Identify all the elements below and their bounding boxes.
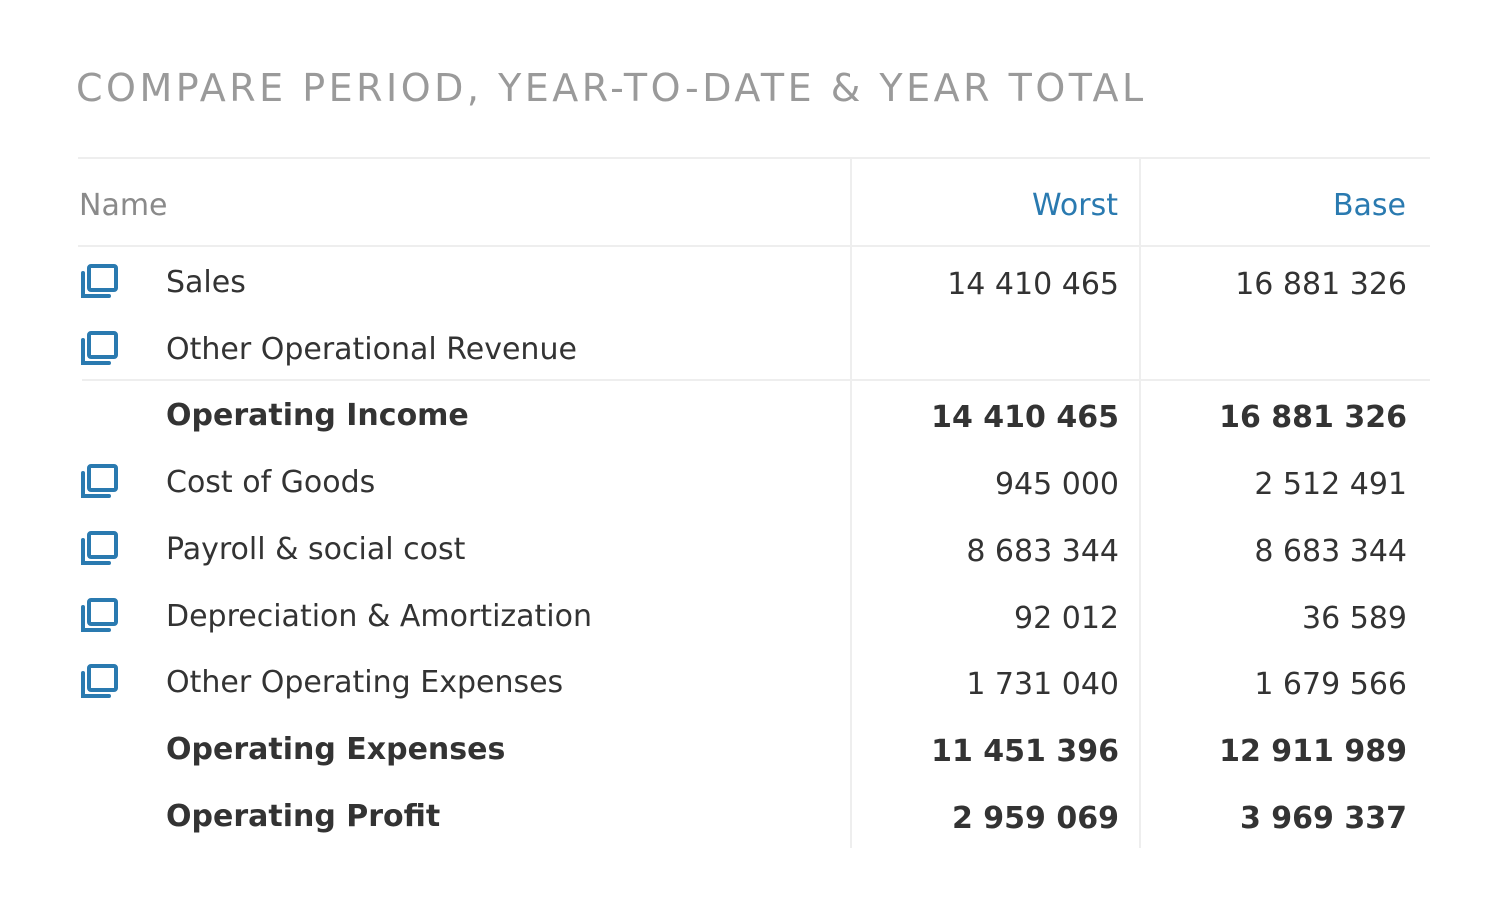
row-name: Operating Profit xyxy=(166,798,441,834)
row-value: 14 410 465 xyxy=(947,267,1119,302)
column-header[interactable]: Worst xyxy=(1032,188,1118,223)
row-name: Other Operational Revenue xyxy=(166,331,577,367)
row-value: 945 000 xyxy=(994,467,1119,503)
row-name: Depreciation & Amortization xyxy=(166,598,593,634)
row-value: 92 012 xyxy=(1014,600,1119,636)
row-value: 16 881 326 xyxy=(1235,267,1407,302)
row-name: Sales xyxy=(166,265,246,300)
divider xyxy=(82,379,1430,381)
divider xyxy=(78,245,1430,247)
expand-icon[interactable] xyxy=(80,663,120,701)
row-value: 8 683 344 xyxy=(966,533,1119,569)
expand-icon[interactable] xyxy=(80,463,120,501)
row-value: 12 911 989 xyxy=(1219,733,1407,769)
expand-icon[interactable] xyxy=(80,263,120,301)
column-divider xyxy=(1139,158,1141,848)
column-divider xyxy=(850,158,852,848)
row-value: 11 451 396 xyxy=(931,733,1119,769)
row-name: Cost of Goods xyxy=(166,465,376,501)
column-header[interactable]: Name xyxy=(79,188,168,223)
row-name: Other Operating Expenses xyxy=(166,665,564,701)
row-value: 1 731 040 xyxy=(966,667,1119,703)
expand-icon[interactable] xyxy=(80,330,120,368)
row-value: 1 679 566 xyxy=(1254,667,1407,703)
expand-icon[interactable] xyxy=(80,530,120,568)
row-value: 2 512 491 xyxy=(1254,467,1407,503)
column-header[interactable]: Base xyxy=(1332,188,1406,223)
row-value: 16 881 326 xyxy=(1219,400,1407,436)
row-value: 8 683 344 xyxy=(1254,533,1407,569)
page-title: COMPARE PERIOD, YEAR-TO-DATE & YEAR TOTA… xyxy=(76,66,1147,110)
row-value: 2 959 069 xyxy=(951,800,1119,836)
row-value: 36 589 xyxy=(1302,600,1407,636)
row-value: 14 410 465 xyxy=(931,400,1119,436)
divider xyxy=(78,157,1430,159)
row-name: Payroll & social cost xyxy=(166,531,466,567)
row-name: Operating Income xyxy=(166,398,469,434)
row-name: Operating Expenses xyxy=(166,731,506,767)
expand-icon[interactable] xyxy=(80,597,120,635)
row-value: 3 969 337 xyxy=(1239,800,1407,836)
